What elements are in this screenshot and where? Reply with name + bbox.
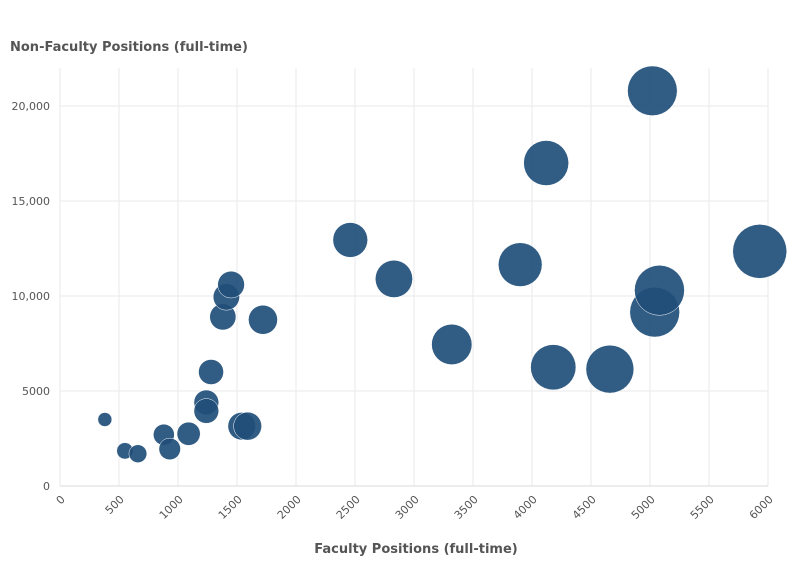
- x-tick-label: 3500: [452, 493, 481, 522]
- x-tick-label: 500: [103, 493, 127, 517]
- bubble-point[interactable]: [193, 398, 219, 424]
- bubble-point[interactable]: [585, 344, 635, 394]
- bubble-point[interactable]: [217, 270, 245, 299]
- bubble-point[interactable]: [732, 224, 787, 279]
- x-tick-label: 4500: [570, 493, 599, 522]
- y-tick-label: 0: [43, 480, 50, 493]
- y-tick-label: 10,000: [12, 290, 51, 303]
- bubble-point[interactable]: [158, 437, 181, 461]
- bubble-point[interactable]: [233, 411, 262, 441]
- x-tick-label: 4000: [511, 493, 540, 522]
- y-tick-label: 5000: [22, 385, 50, 398]
- bubble-point[interactable]: [97, 412, 113, 427]
- bubble-point[interactable]: [431, 323, 473, 365]
- bubble-point[interactable]: [332, 222, 368, 258]
- x-tick-label: 3000: [393, 493, 422, 522]
- bubble-point[interactable]: [627, 65, 678, 116]
- bubbles: [97, 65, 787, 463]
- y-tick-label: 20,000: [12, 100, 51, 113]
- x-tick-label: 2500: [334, 493, 363, 522]
- bubble-point[interactable]: [634, 265, 685, 316]
- y-axis-label: Non-Faculty Positions (full-time): [10, 40, 248, 55]
- bubble-point[interactable]: [523, 140, 569, 186]
- x-axis-label: Faculty Positions (full-time): [314, 542, 517, 557]
- x-tick-label: 5500: [688, 493, 717, 522]
- y-tick-label: 15,000: [12, 195, 51, 208]
- bubble-point[interactable]: [530, 344, 577, 391]
- x-tick-label: 0: [54, 493, 68, 507]
- x-tick-label: 6000: [747, 493, 776, 522]
- x-tick-label: 5000: [629, 493, 658, 522]
- bubble-point[interactable]: [198, 359, 224, 385]
- bubble-point[interactable]: [375, 259, 413, 298]
- bubble-point[interactable]: [176, 421, 201, 446]
- x-tick-label: 1500: [216, 493, 245, 522]
- bubble-point[interactable]: [248, 304, 278, 335]
- x-tick-label: 2000: [275, 493, 304, 522]
- bubble-point[interactable]: [498, 242, 543, 287]
- x-tick-label: 1000: [157, 493, 186, 522]
- bubble-point[interactable]: [128, 444, 148, 463]
